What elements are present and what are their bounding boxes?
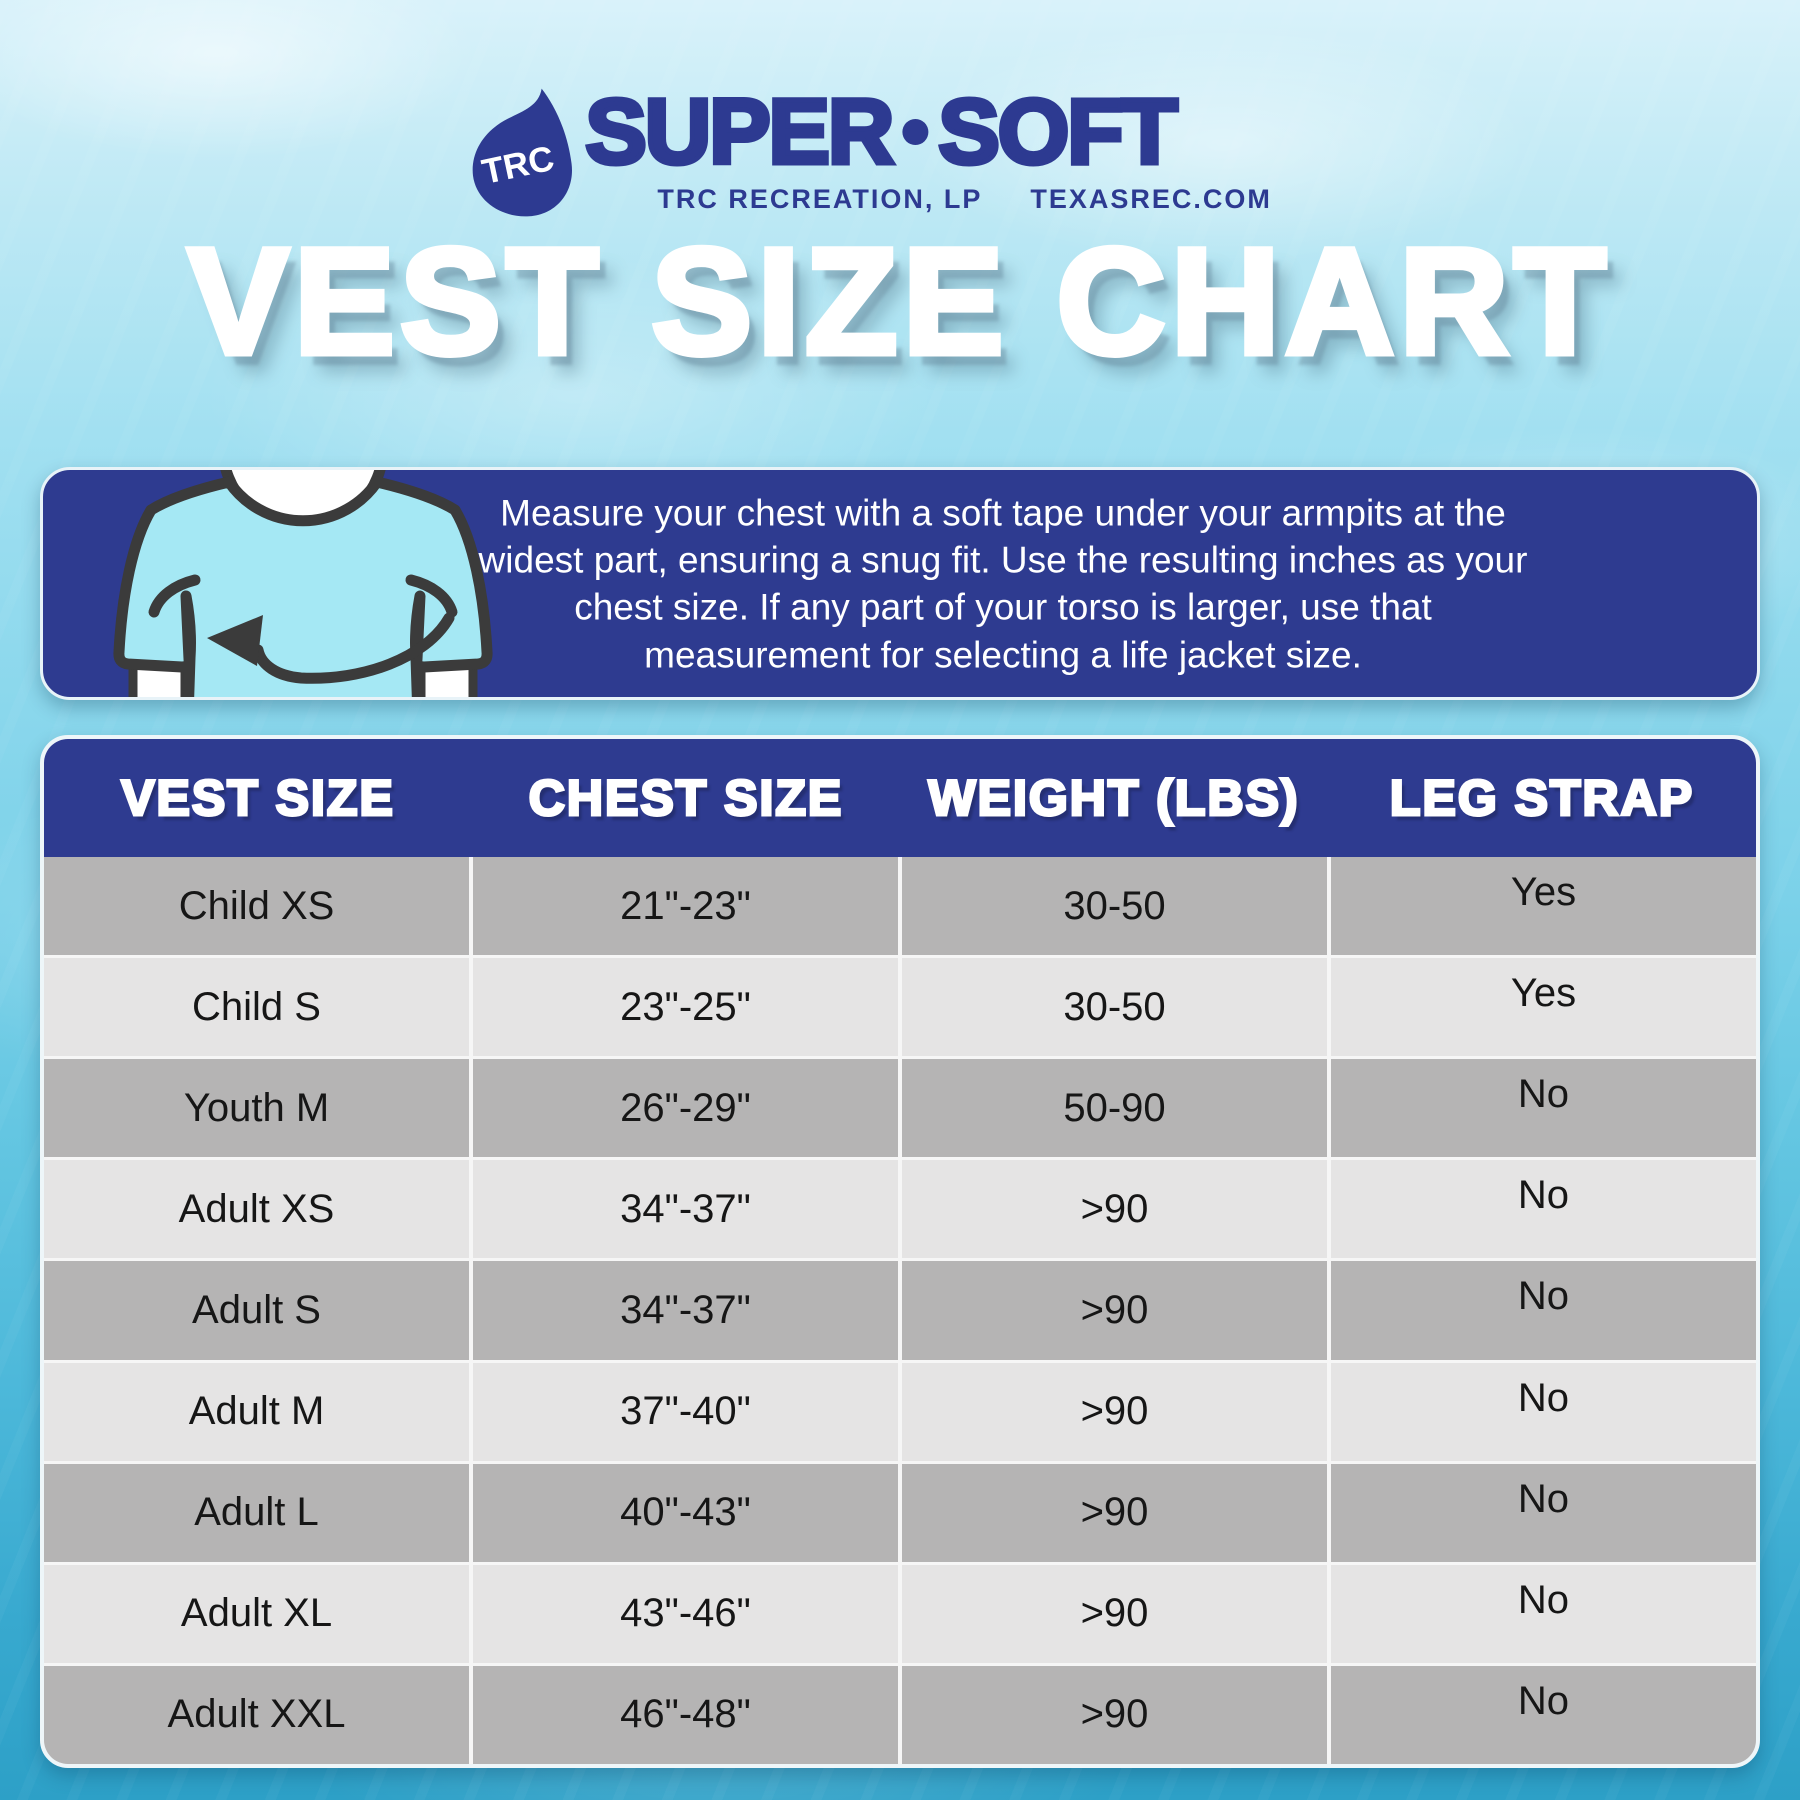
brand-company: TRC RECREATION, LP bbox=[657, 184, 983, 214]
table-row: Adult S 34"-37" >90 No bbox=[44, 1261, 1756, 1360]
table-cell: Adult XL bbox=[44, 1564, 469, 1663]
table-cell: No bbox=[1331, 1160, 1756, 1259]
table-row: Adult L 40"-43" >90 No bbox=[44, 1463, 1756, 1562]
table-cell: No bbox=[1331, 1059, 1756, 1158]
table-cell: 40"-43" bbox=[473, 1463, 898, 1562]
table-cell: Adult XS bbox=[44, 1160, 469, 1259]
table-cell: >90 bbox=[902, 1463, 1327, 1562]
table-row: Adult XXL 46"-48" >90 No bbox=[44, 1665, 1756, 1764]
table-cell: Child XS bbox=[44, 857, 469, 956]
column-header-chest-size: CHEST SIZE bbox=[527, 769, 844, 828]
water-drop-icon: TRC bbox=[472, 88, 572, 217]
table-cell: No bbox=[1331, 1564, 1756, 1663]
brand-name-left: SUPER bbox=[583, 81, 897, 183]
table-cell: 30-50 bbox=[902, 958, 1327, 1057]
table-cell: 50-90 bbox=[902, 1059, 1327, 1158]
measure-instruction-box: Measure your chest with a soft tape unde… bbox=[40, 467, 1760, 700]
table-cell: 23"-25" bbox=[473, 958, 898, 1057]
table-cell: 46"-48" bbox=[473, 1665, 898, 1764]
table-row: Youth M 26"-29" 50-90 No bbox=[44, 1059, 1756, 1158]
column-header-leg-strap: LEG STRAP bbox=[1388, 769, 1695, 828]
table-cell: >90 bbox=[902, 1564, 1327, 1663]
table-cell: Yes bbox=[1331, 958, 1756, 1057]
brand-name: SUPER SOFT bbox=[583, 81, 1272, 183]
table-cell: No bbox=[1331, 1463, 1756, 1562]
table-cell: 43"-46" bbox=[473, 1564, 898, 1663]
tshirt-measure-icon bbox=[113, 470, 493, 697]
table-cell: 37"-40" bbox=[473, 1362, 898, 1461]
table-cell: >90 bbox=[902, 1261, 1327, 1360]
table-row: Adult M 37"-40" >90 No bbox=[44, 1362, 1756, 1461]
table-cell: 26"-29" bbox=[473, 1059, 898, 1158]
table-cell: No bbox=[1331, 1665, 1756, 1764]
column-header-weight: WEIGHT (LBS) bbox=[927, 769, 1300, 828]
table-cell: 21"-23" bbox=[473, 857, 898, 956]
logo-text-block: SUPER SOFT TRC RECREATION, LP TEXASREC.C… bbox=[583, 81, 1272, 215]
table-row: Child S 23"-25" 30-50 Yes bbox=[44, 958, 1756, 1057]
table-row: Adult XS 34"-37" >90 No bbox=[44, 1160, 1756, 1259]
brand-dot-icon bbox=[902, 119, 929, 145]
vest-size-table: VEST SIZE CHEST SIZE WEIGHT (LBS) LEG ST… bbox=[40, 735, 1760, 1768]
brand-name-right: SOFT bbox=[936, 81, 1180, 183]
table-cell: Adult M bbox=[44, 1362, 469, 1461]
table-cell: >90 bbox=[902, 1362, 1327, 1461]
column-header-vest-size: VEST SIZE bbox=[120, 769, 395, 828]
table-row: Child XS 21"-23" 30-50 Yes bbox=[44, 857, 1756, 956]
brand-logo: TRC SUPER SOFT TRC RECREATION, LP TEXASR… bbox=[463, 81, 1272, 218]
table-cell: Child S bbox=[44, 958, 469, 1057]
table-cell: No bbox=[1331, 1261, 1756, 1360]
brand-subline: TRC RECREATION, LP TEXASREC.COM bbox=[585, 184, 1272, 215]
table-cell: >90 bbox=[902, 1665, 1327, 1764]
table-cell: >90 bbox=[902, 1160, 1327, 1259]
page-title: VEST SIZE CHART bbox=[185, 217, 1612, 385]
table-cell: No bbox=[1331, 1362, 1756, 1461]
table-cell: 30-50 bbox=[902, 857, 1327, 956]
table-row: Adult XL 43"-46" >90 No bbox=[44, 1564, 1756, 1663]
table-cell: Adult XXL bbox=[44, 1665, 469, 1764]
table-header-row: VEST SIZE CHEST SIZE WEIGHT (LBS) LEG ST… bbox=[44, 739, 1756, 857]
table-cell: Adult L bbox=[44, 1463, 469, 1562]
measure-instruction-text: Measure your chest with a soft tape unde… bbox=[478, 491, 1528, 675]
table-cell: Adult S bbox=[44, 1261, 469, 1360]
table-body: Child XS 21"-23" 30-50 Yes Child S 23"-25" 30-… bbox=[44, 857, 1756, 1764]
table-cell: 34"-37" bbox=[473, 1261, 898, 1360]
table-cell: 34"-37" bbox=[473, 1160, 898, 1259]
table-cell: Youth M bbox=[44, 1059, 469, 1158]
brand-website: TEXASREC.COM bbox=[1030, 184, 1272, 214]
table-cell: Yes bbox=[1331, 857, 1756, 956]
